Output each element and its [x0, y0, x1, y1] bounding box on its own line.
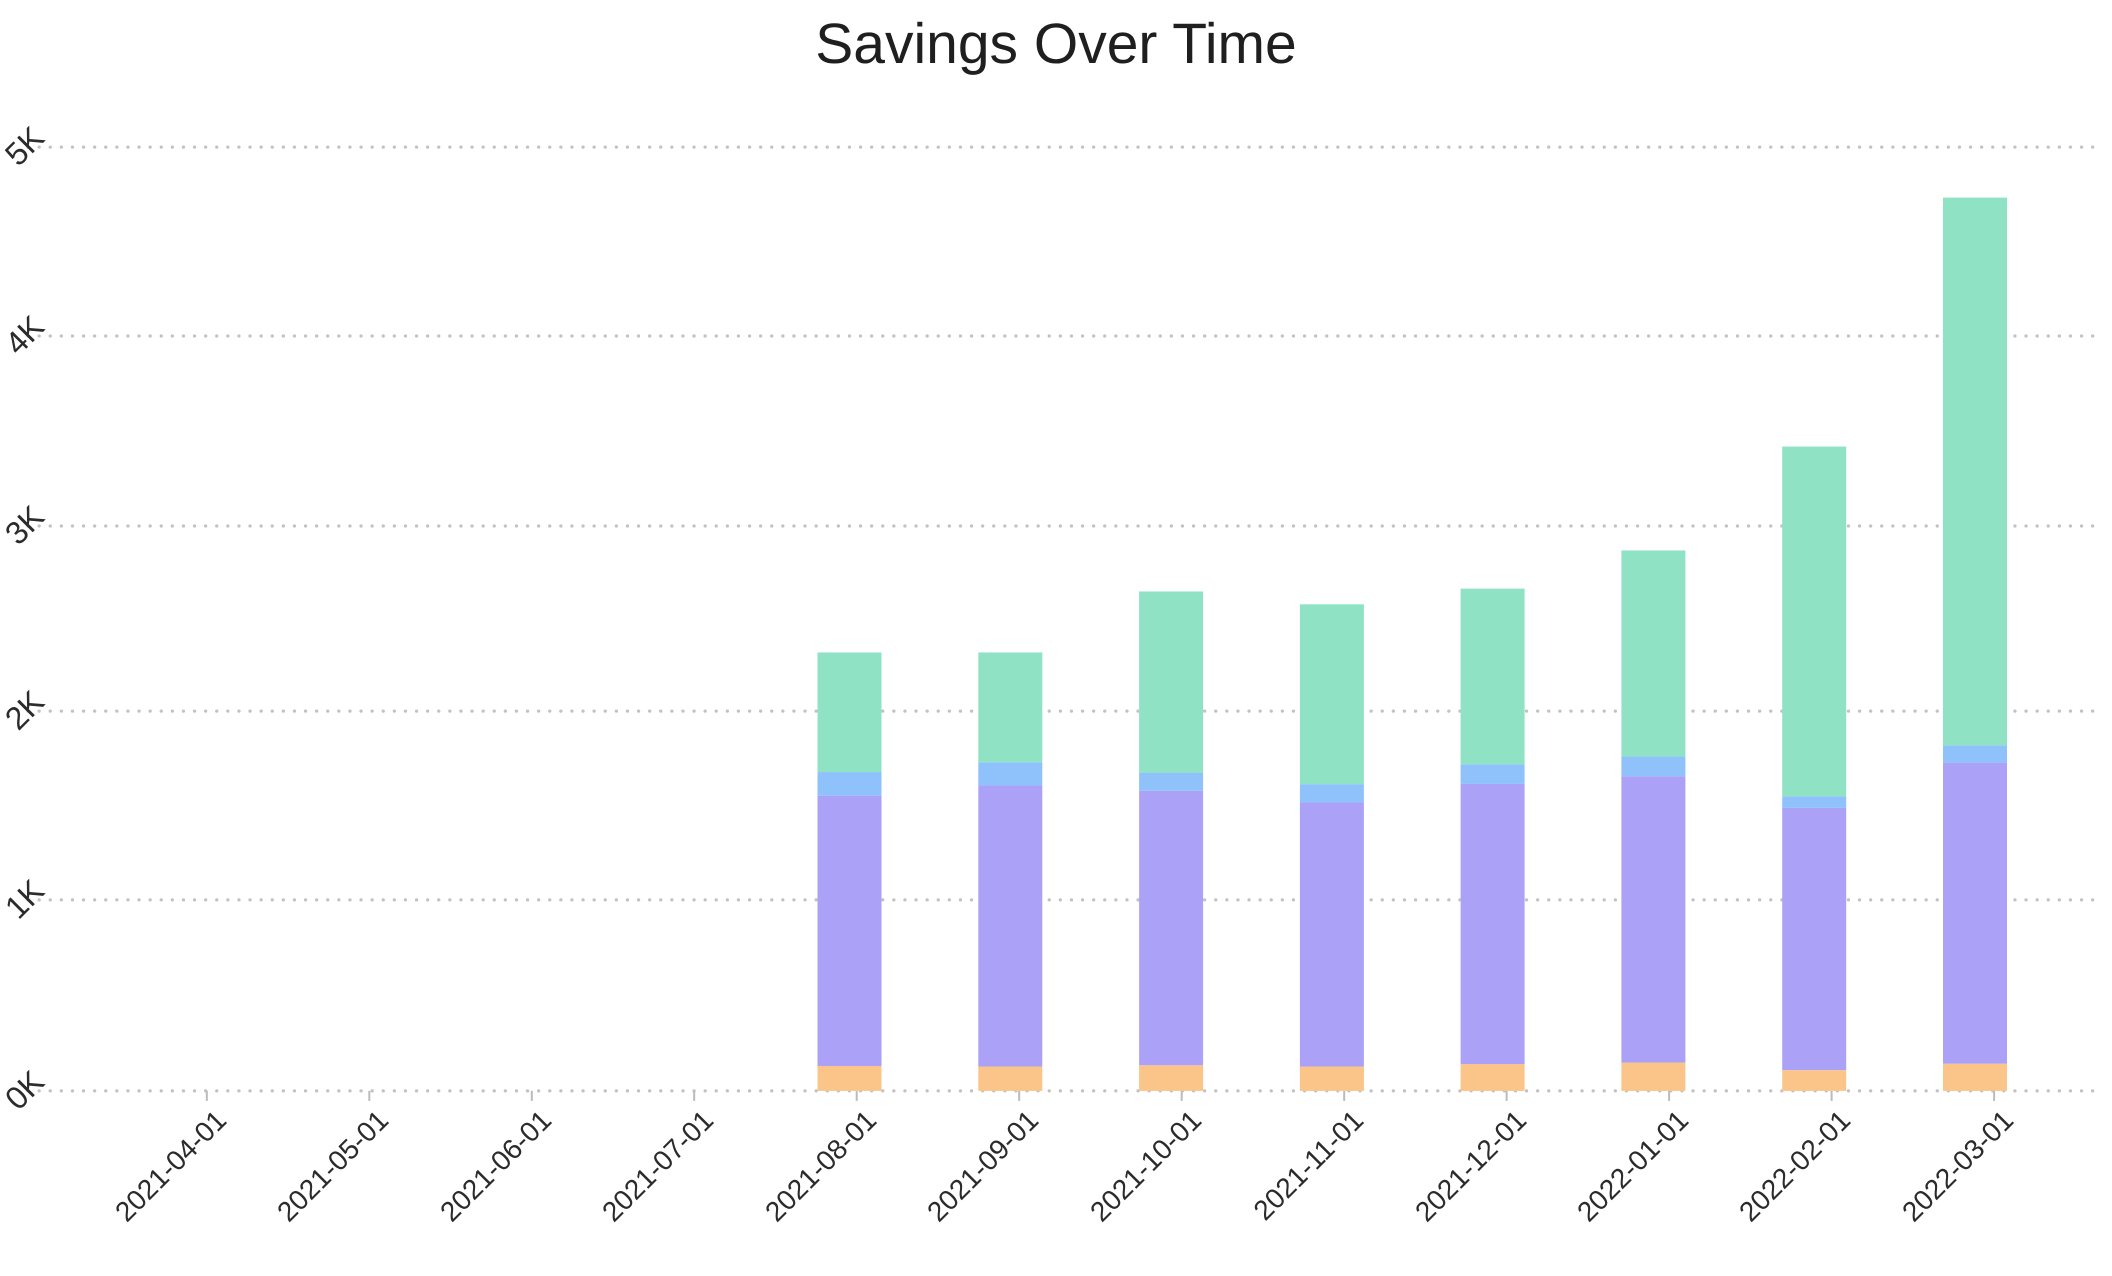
svg-text:4K: 4K — [0, 308, 51, 361]
svg-text:2021-12-01: 2021-12-01 — [1409, 1104, 1532, 1227]
svg-text:0K: 0K — [0, 1063, 51, 1116]
svg-text:Savings Over Time: Savings Over Time — [815, 12, 1297, 76]
svg-text:2021-07-01: 2021-07-01 — [596, 1104, 719, 1227]
svg-text:2022-03-01: 2022-03-01 — [1896, 1104, 2019, 1227]
svg-text:1K: 1K — [0, 872, 51, 925]
svg-text:2021-04-01: 2021-04-01 — [109, 1104, 232, 1227]
svg-text:5K: 5K — [0, 119, 51, 172]
svg-text:2021-06-01: 2021-06-01 — [434, 1104, 557, 1227]
svg-text:2022-01-01: 2022-01-01 — [1571, 1104, 1694, 1227]
svg-text:2021-11-01: 2021-11-01 — [1248, 1104, 1370, 1226]
svg-text:2K: 2K — [0, 683, 51, 736]
svg-text:3K: 3K — [0, 498, 51, 551]
svg-text:2021-05-01: 2021-05-01 — [271, 1104, 394, 1227]
svg-text:2021-10-01: 2021-10-01 — [1084, 1104, 1207, 1227]
svg-text:2021-08-01: 2021-08-01 — [759, 1104, 882, 1227]
svg-text:2021-09-01: 2021-09-01 — [921, 1104, 1044, 1227]
svg-text:2022-02-01: 2022-02-01 — [1733, 1104, 1856, 1227]
